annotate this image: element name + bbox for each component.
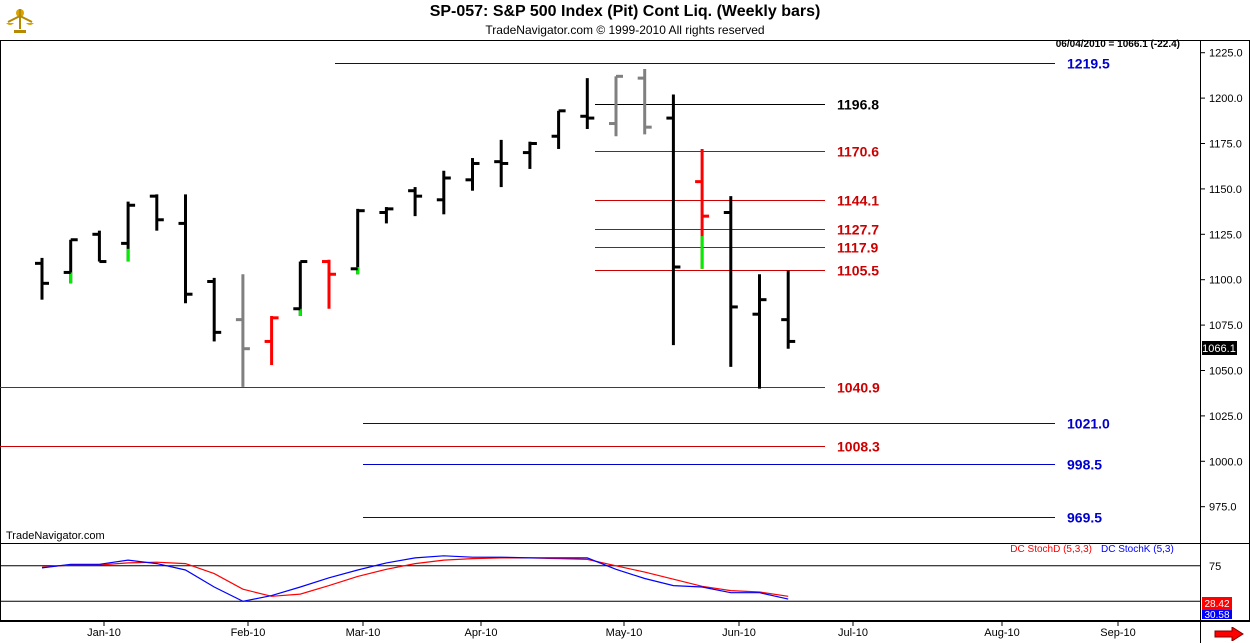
watermark: TradeNavigator.com [6, 530, 105, 542]
price-tick-label: 1050.0 [1209, 365, 1243, 377]
level-label-1144.1: 1144.1 [837, 193, 879, 209]
stoch-series-1 [41, 555, 789, 602]
price-tick-label: 1025.0 [1209, 411, 1243, 423]
level-label-1219.5: 1219.5 [1067, 56, 1110, 72]
price-tick-label: 1200.0 [1209, 93, 1243, 105]
price-tick-label: 1175.0 [1209, 139, 1242, 151]
time-tick-label: Apr-10 [464, 627, 497, 639]
chart-title: SP-057: S&P 500 Index (Pit) Cont Liq. (W… [429, 3, 821, 20]
time-tick-label: Mar-10 [346, 627, 381, 639]
price-levels: 1219.5 1196.8 1170.6 1144.1 1127.7 1117.9 1105… [0, 56, 1110, 526]
stoch-panel-frame [0, 543, 1250, 621]
copyright-text: TradeNavigator.com © 1999-2010 All right… [485, 23, 765, 37]
time-tick-label: Jan-10 [87, 627, 121, 639]
stoch-d-tag-bg [1202, 597, 1232, 610]
last-price-tag: 1066.1 [1202, 343, 1236, 355]
level-label-1040.9: 1040.9 [837, 380, 880, 396]
level-label-1021.0: 1021.0 [1067, 416, 1110, 432]
price-tick-label: 1000.0 [1209, 456, 1243, 468]
level-label-1008.3: 1008.3 [837, 439, 880, 455]
logo-icon [6, 9, 34, 33]
price-axis: 1225.0 1200.0 1175.0 1150.0 1125.0 1100.0 1075… [1200, 48, 1243, 514]
level-label-998.5: 998.5 [1067, 457, 1102, 473]
price-tick-label: 1225.0 [1209, 48, 1243, 60]
scroll-right-icon[interactable] [1214, 627, 1244, 641]
price-tick-label: 975.0 [1209, 502, 1237, 514]
stoch-k-tag-bg [1202, 610, 1232, 619]
last-price-tag-bg [1202, 341, 1237, 355]
time-tick-label: Aug-10 [984, 627, 1019, 639]
stoch-tick-label: 75 [1209, 561, 1221, 573]
level-label-1105.5: 1105.5 [837, 263, 879, 279]
time-tick-label: Jul-10 [838, 627, 868, 639]
level-label-1127.7: 1127.7 [837, 222, 879, 238]
time-tick-label: Feb-10 [231, 627, 266, 639]
price-tick-label: 1150.0 [1209, 184, 1242, 196]
legend-stoch-k: DC StochK (5,3) [1101, 544, 1174, 555]
price-bars [35, 69, 796, 389]
stochastic-panel: 75 DC StochD (5,3,3) DC StochK (5,3) 28.423… [0, 544, 1232, 621]
level-label-1170.6: 1170.6 [837, 144, 879, 160]
time-tick-label: May-10 [606, 627, 643, 639]
time-tick-label: Jun-10 [722, 627, 756, 639]
price-panel-frame [0, 40, 1250, 544]
stoch-series-0 [41, 557, 789, 597]
price-tick-label: 1100.0 [1209, 275, 1242, 287]
chart-header: SP-057: S&P 500 Index (Pit) Cont Liq. (W… [0, 0, 1250, 40]
price-tick-label: 1075.0 [1209, 320, 1243, 332]
status-readout: 06/04/2010 = 1066.1 (-22.4) [1056, 39, 1180, 50]
time-tick-label: Sep-10 [1100, 627, 1135, 639]
level-label-969.5: 969.5 [1067, 510, 1102, 526]
legend-stoch-d: DC StochD (5,3,3) [1010, 544, 1092, 555]
stoch-d-tag: 28.42 [1204, 599, 1229, 610]
level-label-1196.8: 1196.8 [837, 97, 879, 113]
price-tick-label: 1125.0 [1209, 229, 1242, 241]
level-label-1117.9: 1117.9 [837, 240, 878, 256]
stoch-k-tag: 30.58 [1204, 610, 1229, 621]
time-axis: Jan-10 Feb-10 Mar-10 Apr-10 May-10 Jun-10 Jul-… [87, 621, 1136, 639]
